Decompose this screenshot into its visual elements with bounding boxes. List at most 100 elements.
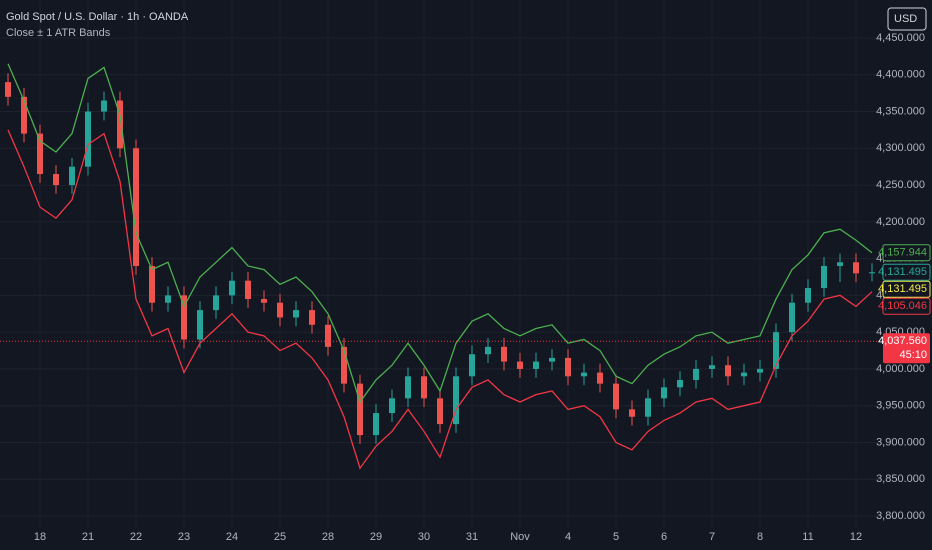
grid <box>0 0 882 528</box>
x-tick-label: 31 <box>466 531 478 543</box>
candle-body <box>245 280 251 300</box>
candle-body <box>853 262 859 274</box>
candle-body <box>549 357 555 362</box>
candle-body <box>165 295 171 303</box>
x-tick-label: 7 <box>709 531 715 543</box>
x-tick-label: 22 <box>130 531 142 543</box>
candle-body <box>581 372 587 377</box>
candle-body <box>85 111 91 167</box>
candle-body <box>21 96 27 134</box>
x-tick-label: 28 <box>322 531 334 543</box>
candle-body <box>405 376 411 399</box>
countdown-label: 45:10 <box>899 349 927 361</box>
x-tick-label: 6 <box>661 531 667 543</box>
y-tick-label: 3,850.000 <box>876 473 925 485</box>
candle-body <box>661 387 667 399</box>
candle-body <box>725 365 731 377</box>
currency-button[interactable] <box>887 7 927 31</box>
price-axis: 3,800.000 3,850.000 3,900.000 3,950.000 4,00… <box>34 32 931 543</box>
price-label-box <box>882 263 931 281</box>
price-label-box <box>882 297 931 315</box>
candle-body <box>869 272 875 274</box>
y-tick-label: 4,250.000 <box>876 179 925 191</box>
x-tick-label: 8 <box>757 531 763 543</box>
x-tick-label: 12 <box>850 531 862 543</box>
y-tick-label: 4,300.000 <box>876 142 925 154</box>
candle-body <box>197 310 203 340</box>
price-label: 4,131.495 <box>878 283 927 295</box>
candle-body <box>517 361 523 369</box>
x-tick-label: 24 <box>226 531 238 543</box>
price-line-label: 4,037.560 <box>878 335 927 347</box>
candle-body <box>261 299 267 303</box>
y-tick-label: 3,800.000 <box>876 510 925 522</box>
candle-body <box>437 398 443 425</box>
chart-subtitle: Close ± 1 ATR Bands <box>6 27 111 39</box>
price-label: 4,157.944 <box>878 247 927 259</box>
candle-body <box>357 383 363 436</box>
candle-body <box>645 398 651 417</box>
x-tick-label: Nov <box>510 531 530 543</box>
candle-body <box>613 383 619 410</box>
candle-body <box>309 310 315 325</box>
candle-body <box>37 133 43 175</box>
x-tick-label: 30 <box>418 531 430 543</box>
price-label: 4,131.495 <box>878 266 927 278</box>
candle-body <box>757 368 763 373</box>
y-tick-label: 4,350.000 <box>876 105 925 117</box>
x-tick-label: 11 <box>802 531 813 543</box>
candle-body <box>229 280 235 296</box>
candle-body <box>597 372 603 384</box>
band-line <box>7 63 873 404</box>
chart-title: Gold Spot / U.S. Dollar · 1h · OANDA <box>6 11 189 23</box>
candle-body <box>693 368 699 380</box>
candle-body <box>709 365 715 369</box>
candle-body <box>213 295 219 311</box>
candle-body <box>421 376 427 399</box>
candle-body <box>389 398 395 414</box>
candle-body <box>133 148 139 266</box>
candle-body <box>53 174 59 186</box>
candle-body <box>181 295 187 340</box>
candle-body <box>821 265 827 289</box>
candle-body <box>773 332 779 369</box>
candle-body <box>677 379 683 388</box>
y-tick-label: 3,950.000 <box>876 400 925 412</box>
plot <box>0 63 882 470</box>
candle-body <box>325 324 331 347</box>
x-tick-label: 5 <box>613 531 619 543</box>
y-tick-label: 4,400.000 <box>876 69 925 81</box>
price-label-box <box>882 280 931 298</box>
y-tick-label: 4,000.000 <box>876 363 925 375</box>
candle-body <box>117 100 123 149</box>
x-tick-label: 25 <box>274 531 286 543</box>
band-line <box>7 129 873 470</box>
candle-body <box>533 361 539 369</box>
candle-body <box>101 100 107 112</box>
candle-body <box>373 413 379 436</box>
currency-label[interactable]: USD <box>894 13 917 25</box>
candle-body <box>469 354 475 377</box>
candle-body <box>69 166 75 186</box>
price-label: 4,105.046 <box>878 300 927 312</box>
candle-body <box>741 372 747 377</box>
y-tick-label: 4,200.000 <box>876 216 925 228</box>
candle-body <box>341 346 347 384</box>
x-tick-label: 23 <box>178 531 190 543</box>
y-tick-label: 3,900.000 <box>876 436 925 448</box>
price-line-box <box>883 333 930 364</box>
candle-body <box>149 265 155 303</box>
candle-body <box>485 346 491 355</box>
x-tick-label: 29 <box>370 531 382 543</box>
candle-body <box>453 376 459 425</box>
candle-body <box>837 262 843 266</box>
candle-body <box>277 302 283 318</box>
candle-body <box>501 346 507 362</box>
candle-body <box>789 302 795 333</box>
x-tick-label: 4 <box>565 531 571 543</box>
x-tick-label: 21 <box>82 531 94 543</box>
candle-body <box>565 357 571 377</box>
candle-body <box>5 82 11 97</box>
